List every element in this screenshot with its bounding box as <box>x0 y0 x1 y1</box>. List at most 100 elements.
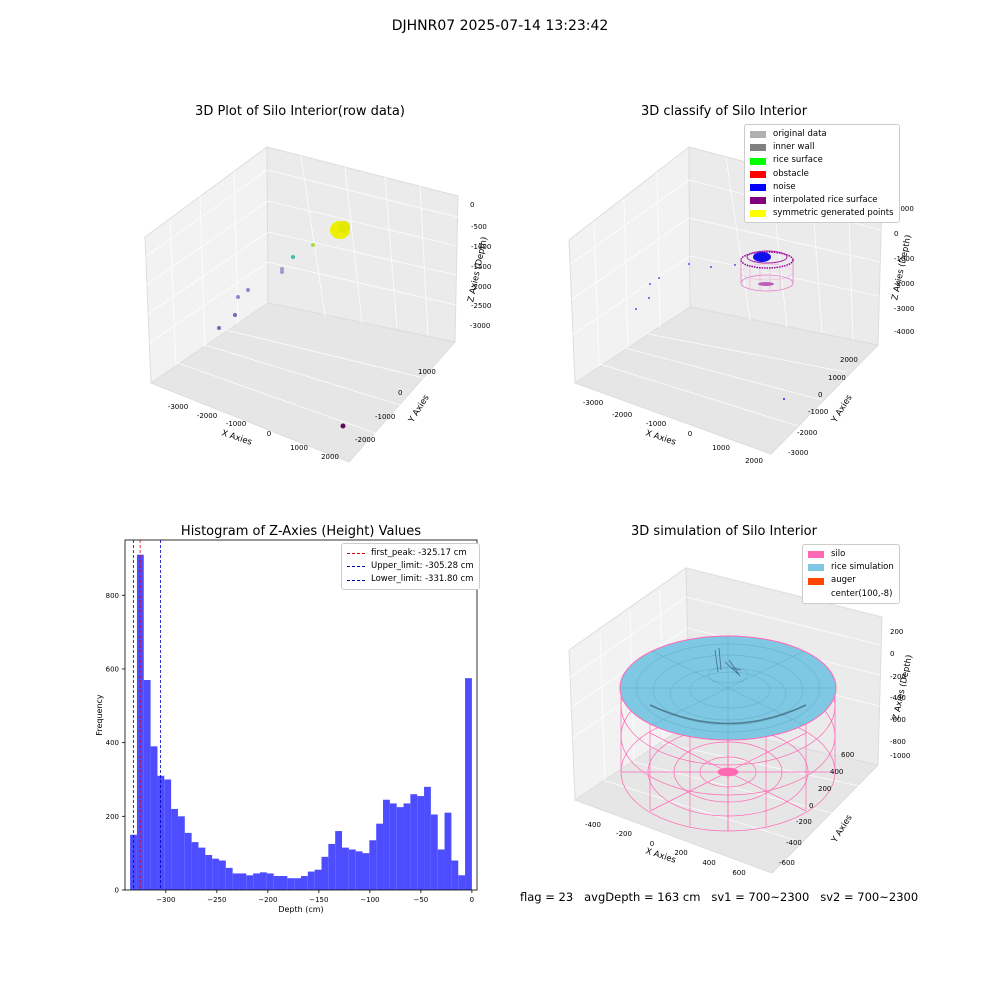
legend-label: original data <box>773 129 827 139</box>
legend-label: rice surface <box>773 155 823 166</box>
y-tick-label: -2000 <box>797 429 817 437</box>
histogram-bar <box>430 814 438 890</box>
legend-entry: center(100,-8) <box>808 588 894 601</box>
legend-entry: Lower_limit: -331.80 cm <box>347 573 474 586</box>
legend-label: first_peak: -325.17 cm <box>371 548 467 558</box>
z-tick-label: -500 <box>471 223 487 231</box>
legend-entry: rice surface <box>750 154 894 167</box>
raw-point <box>311 243 315 247</box>
x-tick-label: 1000 <box>712 444 730 452</box>
x-axis-label: X Axies <box>644 428 677 447</box>
x-tick-label: 0 <box>267 430 271 438</box>
y-tick-label: -2000 <box>355 436 375 444</box>
histogram-bar <box>348 849 356 890</box>
legend-swatch <box>750 197 766 205</box>
y-tick-label: -1000 <box>375 413 395 421</box>
histogram-bar <box>143 680 151 890</box>
x-tick-label: -2000 <box>612 411 632 419</box>
histogram-bar <box>280 876 288 890</box>
histogram-bar <box>458 875 466 890</box>
z-tick-label: -2500 <box>471 302 491 310</box>
noise-point <box>783 398 785 400</box>
x-tick-label: −200 <box>258 896 277 904</box>
raw-point <box>280 267 284 271</box>
raw-point <box>291 255 295 259</box>
legend-entry: silo <box>808 548 894 561</box>
z-tick-label: -800 <box>890 738 906 746</box>
histogram-bar <box>266 873 274 890</box>
histogram-bar <box>307 871 315 890</box>
histogram-bar <box>362 853 370 890</box>
histogram-bar <box>232 873 240 890</box>
auger <box>714 647 742 677</box>
panel-classify-3d <box>568 145 883 455</box>
histogram-bar <box>451 860 459 890</box>
panel-title-raw: 3D Plot of Silo Interior(row data) <box>195 104 405 119</box>
raw-point <box>246 288 250 292</box>
y-tick-label: 0 <box>809 802 813 810</box>
x-tick-label: 0 <box>650 840 654 848</box>
y-tick-label: -200 <box>796 818 812 826</box>
rice-surface-depression <box>649 704 807 725</box>
legend-swatch <box>750 183 766 191</box>
y-tick-label: 800 <box>106 592 119 600</box>
legend-entry: Upper_limit: -305.28 cm <box>347 560 474 573</box>
z-tick-label: -200 <box>890 673 906 681</box>
y-tick-label: 0 <box>818 391 822 399</box>
histogram-bar <box>369 840 377 890</box>
histogram-bar <box>376 823 384 890</box>
histogram-bar <box>321 856 329 890</box>
x-tick-label: 0 <box>688 430 692 438</box>
raw-point <box>280 270 284 274</box>
x-tick-label: -2000 <box>197 412 217 420</box>
z-axis-label: Z Axies (Depth) <box>891 654 915 721</box>
legend-label: Lower_limit: -331.80 cm <box>371 574 474 585</box>
legend-swatch <box>750 144 766 152</box>
y-tick-label: 1000 <box>828 374 846 382</box>
legend-swatch <box>808 591 824 598</box>
legend-simulation: silo rice simulation auger center(100,-8) <box>802 544 900 604</box>
legend-entry: auger <box>808 574 894 587</box>
z-tick-label: -3000 <box>470 322 490 330</box>
z-tick-label: 0 <box>894 230 898 238</box>
x-tick-label: −50 <box>413 896 428 904</box>
legend-swatch <box>808 577 824 585</box>
x-tick-label: 2000 <box>745 457 763 465</box>
z-tick-label: -1000 <box>471 243 491 251</box>
legend-swatch <box>808 564 824 572</box>
y-tick-label: 600 <box>106 665 119 673</box>
histogram-bar <box>225 867 233 890</box>
raw-point <box>236 295 240 299</box>
y-tick-label: 400 <box>106 739 119 747</box>
z-tick-label: -4000 <box>894 328 914 336</box>
legend-entry: noise <box>750 181 894 194</box>
y-tick-label: 0 <box>398 389 402 397</box>
legend-swatch <box>750 131 766 139</box>
y-axis-label: Y Axies <box>829 813 855 846</box>
legend-entry: interpolated rice surface <box>750 194 894 207</box>
x-tick-label: 1000 <box>290 444 308 452</box>
legend-classify: original data inner wall rice surface obsta… <box>744 124 900 224</box>
histogram-bar <box>294 878 301 890</box>
z-tick-label: -400 <box>890 694 906 702</box>
x-tick-label: -400 <box>585 821 601 829</box>
legend-label: interpolated rice surface <box>773 195 878 206</box>
histogram-bar <box>444 812 452 890</box>
histogram-bar <box>191 842 199 890</box>
z-tick-label: -1000 <box>890 752 910 760</box>
silo-cylinder <box>740 250 794 292</box>
z-tick-label: -2000 <box>471 283 491 291</box>
z-tick-label: 1000 <box>896 205 914 213</box>
histogram-bar <box>328 843 336 890</box>
panel-title-simulation: 3D simulation of Silo Interior <box>631 524 817 539</box>
y-tick-label: -400 <box>786 839 802 847</box>
histogram-bar <box>259 872 267 890</box>
legend-swatch <box>808 551 824 559</box>
status-footer: flag = 23 avgDepth = 163 cm sv1 = 700~23… <box>520 890 919 904</box>
histogram-bar <box>198 847 206 890</box>
x-tick-label: −150 <box>309 896 328 904</box>
y-tick-label: -600 <box>779 859 795 867</box>
histogram-bar <box>383 799 390 890</box>
histogram-bar <box>410 794 418 890</box>
raw-point <box>217 326 221 330</box>
